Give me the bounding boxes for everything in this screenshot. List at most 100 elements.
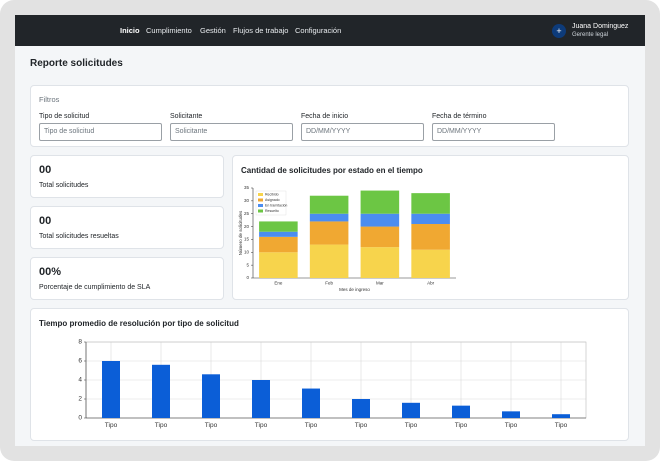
field-label: Tipo de solicitud xyxy=(39,113,90,120)
x-tick-label: Feb xyxy=(325,281,333,286)
nav-item[interactable]: Configuración xyxy=(295,26,342,35)
y-tick-label: 5 xyxy=(246,262,249,267)
bar xyxy=(352,399,370,418)
x-tick-label: Tipo xyxy=(505,422,518,429)
top-bar: Inicio Cumplimiento Gestión Flujos de tr… xyxy=(15,15,645,46)
field-label: Fecha de inicio xyxy=(301,113,349,120)
chart-card: Cantidad de solicitudes por estado en el… xyxy=(232,155,629,300)
x-tick-label: Tipo xyxy=(305,422,318,429)
x-tick-label: Ene xyxy=(274,281,283,286)
bar-segment xyxy=(309,221,349,245)
bar-segment xyxy=(411,249,450,278)
bar xyxy=(252,380,270,418)
stat-card: 00 Total solicitudes xyxy=(30,155,224,198)
legend-label: Resuelto xyxy=(265,209,279,213)
bar-segment xyxy=(259,236,298,253)
bar xyxy=(302,388,320,418)
x-tick-label: Tipo xyxy=(155,422,168,429)
nav-item[interactable]: Flujos de trabajo xyxy=(233,26,289,35)
x-axis-label: Mes de ingreso xyxy=(339,287,370,292)
bar xyxy=(402,402,420,418)
text-input[interactable]: DD/MM/YYYY xyxy=(432,123,555,141)
chart-title: Tiempo promedio de resolución por tipo d… xyxy=(39,319,239,328)
y-tick-label: 20 xyxy=(244,224,250,229)
bar-segment xyxy=(259,221,298,232)
x-tick-label: Tipo xyxy=(355,422,368,429)
y-tick-label: 30 xyxy=(244,198,250,203)
filters-title: Filtros xyxy=(39,95,60,104)
bar-segment xyxy=(309,195,349,214)
bar-segment xyxy=(360,190,400,214)
nav-item[interactable]: Cumplimiento xyxy=(146,26,192,35)
app-window: Inicio Cumplimiento Gestión Flujos de tr… xyxy=(15,15,645,446)
page-title: Reporte solicitudes xyxy=(30,58,123,69)
nav-item[interactable]: Gestión xyxy=(200,26,226,35)
bar-segment xyxy=(411,224,450,250)
text-input[interactable]: Tipo de solicitud xyxy=(39,123,162,141)
x-tick-label: Tipo xyxy=(205,422,218,429)
bar xyxy=(502,411,520,418)
y-tick-label: 2 xyxy=(78,396,82,403)
field-label: Fecha de término xyxy=(432,113,487,120)
chart-title: Cantidad de solicitudes por estado en el… xyxy=(241,166,423,175)
bar-segment xyxy=(411,193,450,214)
bar-segment xyxy=(360,226,400,248)
stat-value: 00 xyxy=(39,164,52,176)
bar xyxy=(452,405,470,418)
y-tick-label: 10 xyxy=(244,249,250,254)
bar-segment xyxy=(411,213,450,224)
bar-segment xyxy=(360,247,400,278)
legend-label: Recibido xyxy=(265,193,279,197)
legend-swatch xyxy=(258,198,263,202)
user-avatar[interactable]: + xyxy=(552,24,566,38)
bar xyxy=(102,361,120,418)
legend-label: En tramitación xyxy=(265,204,287,208)
user-name[interactable]: Juana Dominguez xyxy=(572,23,629,30)
stat-value: 00 xyxy=(39,215,52,227)
stat-label: Porcentaje de cumplimiento de SLA xyxy=(39,284,151,291)
stat-label: Total solicitudes xyxy=(39,182,89,189)
legend-label: Asignado xyxy=(265,198,280,202)
bar-segment xyxy=(259,252,298,278)
nav-item[interactable]: Inicio xyxy=(120,26,140,35)
legend-swatch xyxy=(258,209,263,213)
stat-label: Total solicitudes resueltas xyxy=(39,233,119,240)
y-tick-label: 8 xyxy=(78,339,82,346)
y-axis-label: Número de solicitudes xyxy=(238,210,243,255)
x-tick-label: Abr xyxy=(427,281,435,286)
filters-card: Filtros Tipo de solicitud Tipo de solicit… xyxy=(30,85,629,147)
chart-card: Tiempo promedio de resolución por tipo d… xyxy=(30,308,629,441)
y-tick-label: 0 xyxy=(246,275,249,280)
chart: Tiempo promedio de resolución por tipo d… xyxy=(39,319,587,429)
x-tick-label: Tipo xyxy=(255,422,268,429)
stat-value: 00% xyxy=(39,266,62,278)
x-tick-label: Mar xyxy=(376,281,384,286)
text-input[interactable]: Solicitante xyxy=(170,123,293,141)
text-input[interactable]: DD/MM/YYYY xyxy=(301,123,424,141)
y-tick-label: 15 xyxy=(244,237,250,242)
stat-card: 00% Porcentaje de cumplimiento de SLA xyxy=(30,257,224,300)
bar-segment xyxy=(309,213,349,222)
y-tick-label: 0 xyxy=(78,415,82,422)
x-tick-label: Tipo xyxy=(455,422,468,429)
stat-card: 00 Total solicitudes resueltas xyxy=(30,206,224,249)
user-role: Gerente legal xyxy=(572,32,609,38)
bar xyxy=(152,364,170,418)
x-tick-label: Tipo xyxy=(405,422,418,429)
y-tick-label: 25 xyxy=(244,211,250,216)
chart: Cantidad de solicitudes por estado en el… xyxy=(238,166,456,292)
legend-swatch xyxy=(258,204,263,207)
y-tick-label: 35 xyxy=(244,185,250,190)
x-tick-label: Tipo xyxy=(105,422,118,429)
bar xyxy=(552,414,570,418)
bar-segment xyxy=(360,213,400,227)
x-tick-label: Tipo xyxy=(555,422,568,429)
bar-segment xyxy=(309,244,349,278)
legend-swatch xyxy=(258,193,263,196)
y-tick-label: 6 xyxy=(78,358,82,365)
field-label: Solicitante xyxy=(170,113,203,120)
y-tick-label: 4 xyxy=(78,377,82,384)
bar-segment xyxy=(259,231,298,237)
bar xyxy=(202,374,220,418)
